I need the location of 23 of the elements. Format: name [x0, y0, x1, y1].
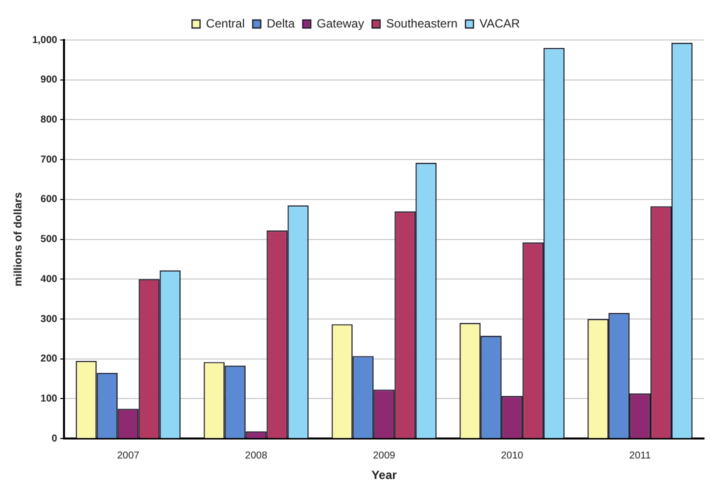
x-tick-label: 2008 [245, 450, 268, 462]
y-axis-title: millions of dollars [12, 192, 25, 286]
y-tick-label: 700 [40, 154, 58, 166]
y-tick-label: 400 [40, 274, 58, 285]
y-tick-label: 800 [40, 114, 58, 126]
y-tick-label: 600 [40, 194, 58, 206]
x-axis-title: Year [371, 468, 398, 482]
legend-label: Central [206, 16, 245, 30]
y-tick-label: 200 [40, 354, 58, 365]
legend-label: VACAR [479, 16, 520, 30]
y-tick-label: 900 [40, 74, 58, 86]
x-tick-label: 2009 [372, 450, 396, 462]
legend-label: Delta [266, 16, 296, 30]
x-tick-label: 2007 [117, 450, 140, 462]
x-tick-label: 2011 [629, 450, 652, 462]
y-tick-label: 0 [52, 433, 58, 444]
y-tick-label: 300 [40, 314, 58, 325]
x-tick-label: 2010 [500, 450, 524, 462]
y-tick-label: 100 [40, 393, 58, 404]
legend-label: Southeastern [386, 16, 458, 30]
y-tick-label: 500 [40, 234, 58, 246]
y-tick-label: 1,000 [32, 34, 58, 46]
legend-label: Gateway [316, 16, 364, 30]
